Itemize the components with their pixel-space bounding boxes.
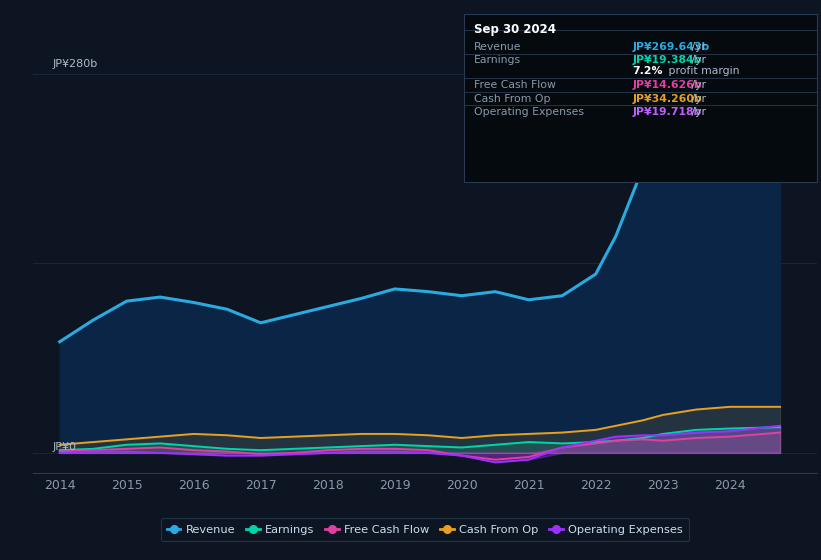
Text: /yr: /yr: [688, 80, 706, 90]
Text: Earnings: Earnings: [474, 55, 521, 65]
Text: /yr: /yr: [688, 42, 706, 52]
Text: Free Cash Flow: Free Cash Flow: [474, 80, 556, 90]
Text: JP¥14.626b: JP¥14.626b: [632, 80, 702, 90]
Text: 7.2%: 7.2%: [632, 66, 663, 76]
Text: JP¥280b: JP¥280b: [53, 59, 99, 69]
Text: JP¥19.718b: JP¥19.718b: [632, 107, 701, 117]
Text: /yr: /yr: [688, 94, 706, 104]
Text: JP¥19.384b: JP¥19.384b: [632, 55, 702, 65]
Text: JP¥34.260b: JP¥34.260b: [632, 94, 702, 104]
Text: Cash From Op: Cash From Op: [474, 94, 550, 104]
Text: Revenue: Revenue: [474, 42, 521, 52]
Text: JP¥0: JP¥0: [53, 441, 77, 451]
Legend: Revenue, Earnings, Free Cash Flow, Cash From Op, Operating Expenses: Revenue, Earnings, Free Cash Flow, Cash …: [161, 518, 689, 541]
Text: Sep 30 2024: Sep 30 2024: [474, 23, 556, 36]
Text: /yr: /yr: [688, 55, 706, 65]
Text: JP¥269.643b: JP¥269.643b: [632, 42, 709, 52]
Text: Operating Expenses: Operating Expenses: [474, 107, 584, 117]
Text: /yr: /yr: [688, 107, 706, 117]
Text: profit margin: profit margin: [665, 66, 740, 76]
